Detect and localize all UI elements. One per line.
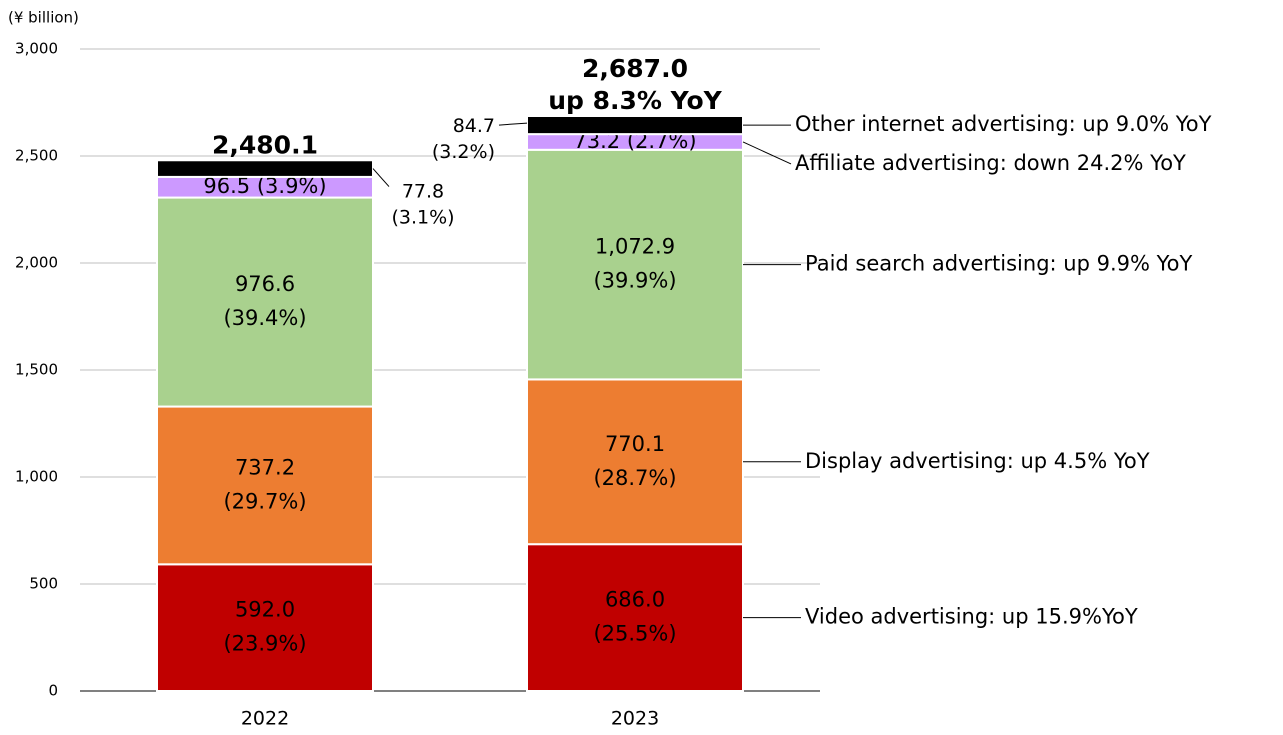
value-label: 1,072.9 (39.9%) xyxy=(593,235,676,293)
leader-line xyxy=(498,122,528,126)
value-label: 686.0 (25.5%) xyxy=(593,588,676,646)
x-tick-label: 2023 xyxy=(611,708,659,730)
legend-entry: Other internet advertising: up 9.0% YoY xyxy=(795,112,1212,136)
bar-segment xyxy=(156,159,374,178)
bar-segment xyxy=(526,378,744,546)
value-label-line: 686.0 xyxy=(605,588,665,612)
y-tick-label: 2,500 xyxy=(15,147,58,165)
x-tick-label: 2022 xyxy=(241,708,289,730)
y-tick-label: 2,000 xyxy=(15,254,58,272)
legend-entry: Paid search advertising: up 9.9% YoY xyxy=(805,252,1193,276)
value-label-line: 770.1 xyxy=(605,432,665,456)
value-label: 770.1 (28.7%) xyxy=(593,432,676,490)
leader-line xyxy=(372,168,390,187)
value-label-line: 96.5 (3.9%) xyxy=(203,174,326,198)
value-label-line: 737.2 xyxy=(235,455,295,479)
value-label-line: (29.7%) xyxy=(223,489,306,513)
value-label-line: (3.2%) xyxy=(432,141,495,163)
value-label-line: 976.6 xyxy=(235,272,295,296)
y-tick-label: 500 xyxy=(29,575,58,593)
value-label-line: 592.0 xyxy=(235,598,295,622)
value-label: 592.0 (23.9%) xyxy=(223,598,306,656)
total-label: 2,480.1 xyxy=(212,130,318,159)
value-label: 77.8 (3.1%) xyxy=(391,180,454,228)
value-label-line: 77.8 xyxy=(402,180,444,202)
legend-entry: Display advertising: up 4.5% YoY xyxy=(805,449,1150,473)
y-tick-label: 1,500 xyxy=(15,361,58,379)
legend-entry: Video advertising: up 15.9%YoY xyxy=(805,605,1138,629)
value-label-line: (39.9%) xyxy=(593,269,676,293)
legend-leader xyxy=(742,141,792,165)
total-label-line: up 8.3% YoY xyxy=(548,86,722,115)
value-label: 976.6 (39.4%) xyxy=(223,272,306,330)
value-label: 737.2 (29.7%) xyxy=(223,455,306,513)
bar-segment xyxy=(526,148,744,381)
legend-entry: Affiliate advertising: down 24.2% YoY xyxy=(795,151,1186,175)
total-label-line: 2,480.1 xyxy=(212,130,318,159)
bar-segment xyxy=(156,563,374,693)
value-label-line: 1,072.9 xyxy=(595,235,675,259)
total-label: 2,687.0 up 8.3% YoY xyxy=(548,54,722,115)
value-label-line: (28.7%) xyxy=(593,466,676,490)
value-label-line: (39.4%) xyxy=(223,306,306,330)
bar-segment xyxy=(156,405,374,566)
value-label: 84.7 (3.2%) xyxy=(432,115,495,163)
y-tick-label: 0 xyxy=(48,682,58,700)
y-tick-label: 1,000 xyxy=(15,468,58,486)
value-label-line: (25.5%) xyxy=(593,622,676,646)
y-axis-label: (¥ billion) xyxy=(8,9,79,27)
bar-segment xyxy=(526,543,744,692)
value-label-line: (23.9%) xyxy=(223,632,306,656)
y-tick-label: 3,000 xyxy=(15,40,58,58)
bar-segment xyxy=(156,196,374,408)
value-label: 96.5 (3.9%) xyxy=(203,174,326,198)
value-label-line: (3.1%) xyxy=(391,206,454,228)
value-label-line: 84.7 xyxy=(453,115,495,137)
total-label-line: 2,687.0 xyxy=(582,54,688,83)
bar-segment xyxy=(526,115,744,136)
